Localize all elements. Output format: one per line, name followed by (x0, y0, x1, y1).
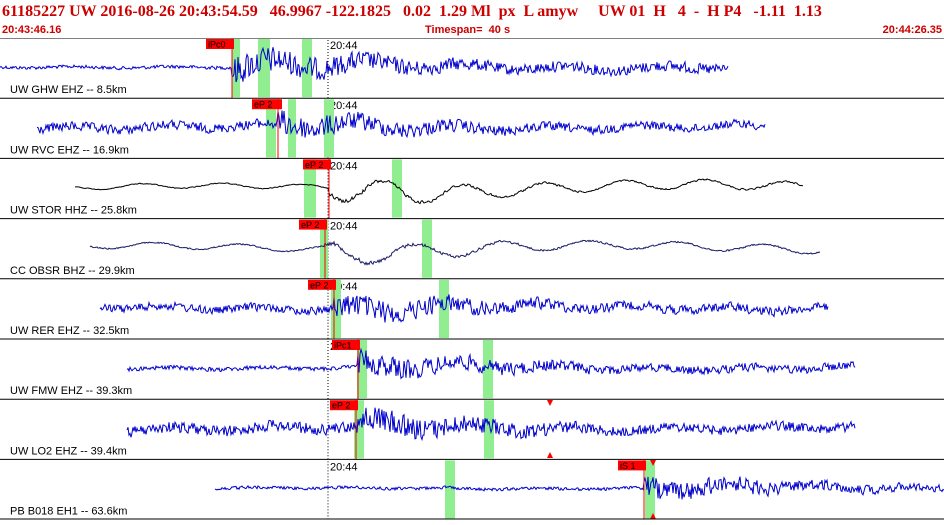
analysis-window (392, 159, 402, 218)
waveform-trace (126, 347, 856, 380)
analysis-window (288, 99, 296, 158)
pick-label: eP 2 (254, 100, 272, 110)
analysis-window (302, 39, 312, 98)
time-tick-label: 20:44 (330, 40, 358, 52)
analysis-window (232, 39, 240, 98)
end-time: 20:44:26.35 (882, 24, 942, 36)
analysis-window (439, 279, 449, 338)
pick-flag (206, 39, 234, 49)
station-label: UW STOR HHZ -- 25.8km (10, 205, 137, 217)
pick-label: iPc0 (208, 40, 226, 50)
time-tick-label: 20:44 (330, 160, 358, 172)
station-label: UW FMW EHZ -- 39.3km (10, 385, 132, 397)
analysis-window (445, 460, 455, 519)
pick-label: eP 2 (301, 220, 319, 230)
analysis-window (354, 400, 364, 459)
waveform-trace (214, 476, 944, 500)
pick-label: iS 1 (620, 461, 636, 471)
waveform-trace (126, 407, 856, 442)
analysis-window (331, 279, 341, 338)
pick-flag (252, 99, 282, 110)
pick-flag (618, 460, 646, 471)
pick-flag (330, 400, 358, 411)
analysis-window (357, 340, 367, 399)
waveform-trace (99, 294, 829, 323)
pick-marker-icon (547, 400, 553, 406)
analysis-window (320, 219, 328, 278)
station-label: UW RER EHZ -- 32.5km (10, 325, 129, 337)
waveform-trace (89, 239, 821, 266)
station-label: CC OBSR BHZ -- 29.9km (10, 265, 135, 277)
waveform-trace (75, 178, 804, 205)
pick-marker-icon (650, 460, 656, 466)
pick-flag (308, 279, 336, 290)
analysis-window (484, 400, 494, 459)
pick-label: eP 2 (305, 160, 323, 170)
analysis-window (266, 99, 276, 158)
pick-marker-icon (547, 452, 553, 458)
seismogram-panel[interactable]: 20:44 iPc0 UW GHW EHZ -- 8.5km 20:44 eP 2 UW … (0, 37, 944, 520)
pick-label: eP 2 (332, 401, 350, 411)
event-title: 61185227 UW 2016-08-26 20:43:54.59 46.99… (2, 3, 822, 20)
station-label: UW LO2 EHZ -- 39.4km (10, 445, 127, 457)
time-tick-label: 20:44 (330, 461, 358, 473)
pick-flag (299, 219, 327, 230)
waveform-trace (36, 110, 766, 138)
start-time: 20:43:46.16 (2, 24, 62, 36)
pick-label: iPc1 (334, 341, 352, 351)
analysis-window (304, 159, 316, 218)
station-label: PB B018 EH1 -- 63.6km (10, 506, 127, 518)
timespan: Timespan= 40 s (425, 24, 511, 36)
station-label: UW GHW EHZ -- 8.5km (10, 84, 127, 96)
pick-marker-icon (650, 513, 656, 519)
time-tick-label: 20:44 (330, 221, 358, 233)
pick-flag (332, 340, 360, 350)
waveform-trace (0, 46, 729, 83)
pick-flag (303, 159, 331, 170)
pick-label: eP 2 (310, 280, 328, 290)
station-label: UW RVC EHZ -- 16.9km (10, 144, 129, 156)
analysis-window (422, 219, 432, 278)
seismogram-canvas[interactable]: 20:44 iPc0 UW GHW EHZ -- 8.5km 20:44 eP 2 UW … (0, 37, 944, 520)
time-tick-label: 20:44 (330, 100, 358, 112)
header: 61185227 UW 2016-08-26 20:43:54.59 46.99… (0, 0, 944, 38)
